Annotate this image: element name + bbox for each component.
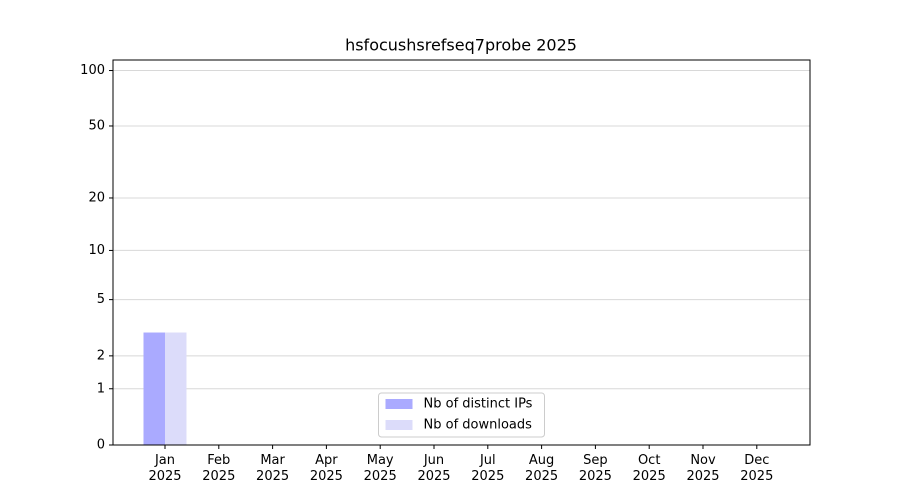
y-tick-label: 1 — [97, 381, 105, 396]
y-tick-label: 100 — [80, 63, 105, 78]
x-tick-label: May 2025 — [363, 453, 397, 484]
x-tick-label: Nov 2025 — [686, 453, 720, 484]
y-tick-label: 5 — [97, 292, 105, 307]
x-tick-label: Apr 2025 — [309, 453, 343, 484]
legend-label: Nb of downloads — [424, 418, 533, 433]
legend-box — [378, 392, 545, 438]
x-tick-label: Jul 2025 — [471, 453, 505, 484]
legend: Nb of distinct IPs Nb of downloads — [378, 392, 545, 438]
y-tick-label: 20 — [88, 190, 105, 205]
x-tick-label: Jun 2025 — [417, 453, 451, 484]
bar — [143, 332, 165, 445]
x-tick-label: Oct 2025 — [632, 453, 666, 484]
legend-label: Nb of distinct IPs — [424, 397, 533, 412]
legend-swatch — [385, 420, 413, 430]
legend-swatch — [385, 399, 413, 409]
y-tick-label: 0 — [97, 438, 105, 453]
plot-frame — [112, 59, 811, 446]
x-tick-label: Sep 2025 — [578, 453, 612, 484]
y-tick-label: 2 — [97, 348, 105, 363]
chart-title: hsfocushsrefseq7probe 2025 — [345, 36, 577, 55]
x-tick-label: Aug 2025 — [525, 453, 559, 484]
bar — [165, 332, 187, 445]
x-tick-label: Mar 2025 — [256, 453, 290, 484]
y-tick-label: 10 — [88, 243, 105, 258]
y-tick-label: 50 — [88, 118, 105, 133]
x-tick-label: Dec 2025 — [740, 453, 774, 484]
x-tick-label: Jan 2025 — [148, 453, 182, 484]
x-tick-label: Feb 2025 — [202, 453, 236, 484]
